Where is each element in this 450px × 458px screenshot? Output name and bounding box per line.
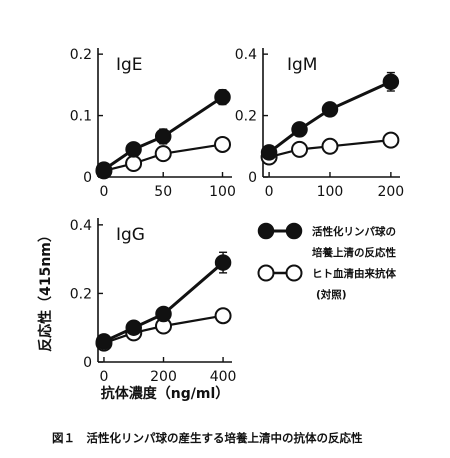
ige-point-filled — [214, 88, 231, 106]
igm-y-tick-label: 0 — [248, 170, 257, 186]
ige-x-tick-label: 100 — [209, 184, 236, 200]
igg-point-filled — [214, 254, 232, 271]
legend-label-filled-line1: 活性化リンパ球の — [312, 225, 396, 238]
ige-point-filled — [154, 128, 172, 145]
igg-y-tick-label: 0.2 — [70, 286, 92, 302]
igm-y-tick-label: 0.2 — [235, 109, 257, 125]
igg-y-tick-label: 0 — [83, 355, 92, 371]
legend-marker-filled-right — [285, 222, 303, 240]
legend-label-open-line1: ヒト血清由来抗体 — [312, 267, 396, 280]
ige-y-tick-label: 0.1 — [70, 109, 92, 125]
igm-x-tick-label: 0 — [265, 184, 274, 200]
ige-point-open — [125, 154, 143, 172]
igg-x-tick-label: 200 — [150, 369, 177, 385]
igm-point-open — [291, 140, 309, 158]
ige-y-tick-label: 0.2 — [70, 47, 92, 63]
panel-igg: 0 0.2 0.4 0 200 400 IgG — [70, 218, 237, 385]
igg-point-open — [214, 307, 232, 325]
y-axis-label: 反応性（415nm） — [37, 228, 54, 352]
legend: 活性化リンパ球の 培養上清の反応性 ヒト血清由来抗体 (対照) — [257, 222, 396, 301]
legend-marker-open-right — [285, 264, 303, 282]
igm-panel-title: IgM — [287, 55, 317, 75]
igg-point-filled — [95, 333, 113, 350]
igm-point-open — [382, 131, 400, 149]
igm-point-open — [321, 137, 339, 155]
ige-x-tick-label: 0 — [99, 184, 108, 200]
igm-x-tick-label: 200 — [377, 184, 404, 200]
ige-point-open — [154, 145, 172, 163]
ige-point-filled — [125, 141, 142, 158]
igm-point-filled — [260, 144, 278, 161]
ige-series-line-filled — [103, 95, 224, 171]
igm-x-tick-label: 100 — [317, 184, 344, 200]
ige-x-tick-label: 50 — [154, 184, 172, 200]
legend-label-open-line2: (対照) — [316, 288, 347, 301]
ige-point-open — [214, 135, 232, 153]
legend-marker-filled-left — [257, 222, 275, 240]
igg-series-line-filled — [103, 261, 225, 343]
igm-point-filled — [321, 101, 339, 118]
igm-point-filled — [291, 121, 308, 138]
legend-marker-open-left — [257, 264, 275, 282]
igg-panel-title: IgG — [116, 225, 145, 245]
legend-item-open: ヒト血清由来抗体 (対照) — [257, 264, 396, 301]
panel-ige: 0 0.1 0.2 0 50 100 IgE — [70, 47, 236, 200]
x-axis-label: 抗体濃度（ng/ml） — [101, 385, 230, 402]
panel-igm: 0 0.2 0.4 0 100 200 IgM — [235, 47, 404, 200]
igg-series-line-open — [103, 314, 224, 345]
ige-series-line-open — [103, 143, 223, 172]
igm-y-tick-label: 0.4 — [235, 47, 257, 63]
legend-label-filled-line2: 培養上清の反応性 — [312, 246, 396, 259]
igg-x-tick-label: 400 — [210, 369, 237, 385]
igm-point-filled — [382, 73, 400, 91]
igg-x-tick-label: 0 — [99, 369, 108, 385]
igg-y-tick-label: 0.4 — [70, 218, 92, 234]
igg-point-filled — [155, 305, 172, 323]
legend-item-filled: 活性化リンパ球の 培養上清の反応性 — [257, 222, 396, 259]
figure-caption: 図１ 活性化リンパ球の産生する培養上清中の抗体の反応性 — [52, 431, 363, 445]
ige-y-tick-label: 0 — [83, 170, 92, 186]
igm-series-line-filled — [268, 80, 392, 154]
ige-panel-title: IgE — [116, 55, 143, 75]
ige-point-filled — [95, 161, 113, 178]
igm-series-line-open — [268, 139, 391, 159]
igg-point-filled — [125, 319, 142, 336]
